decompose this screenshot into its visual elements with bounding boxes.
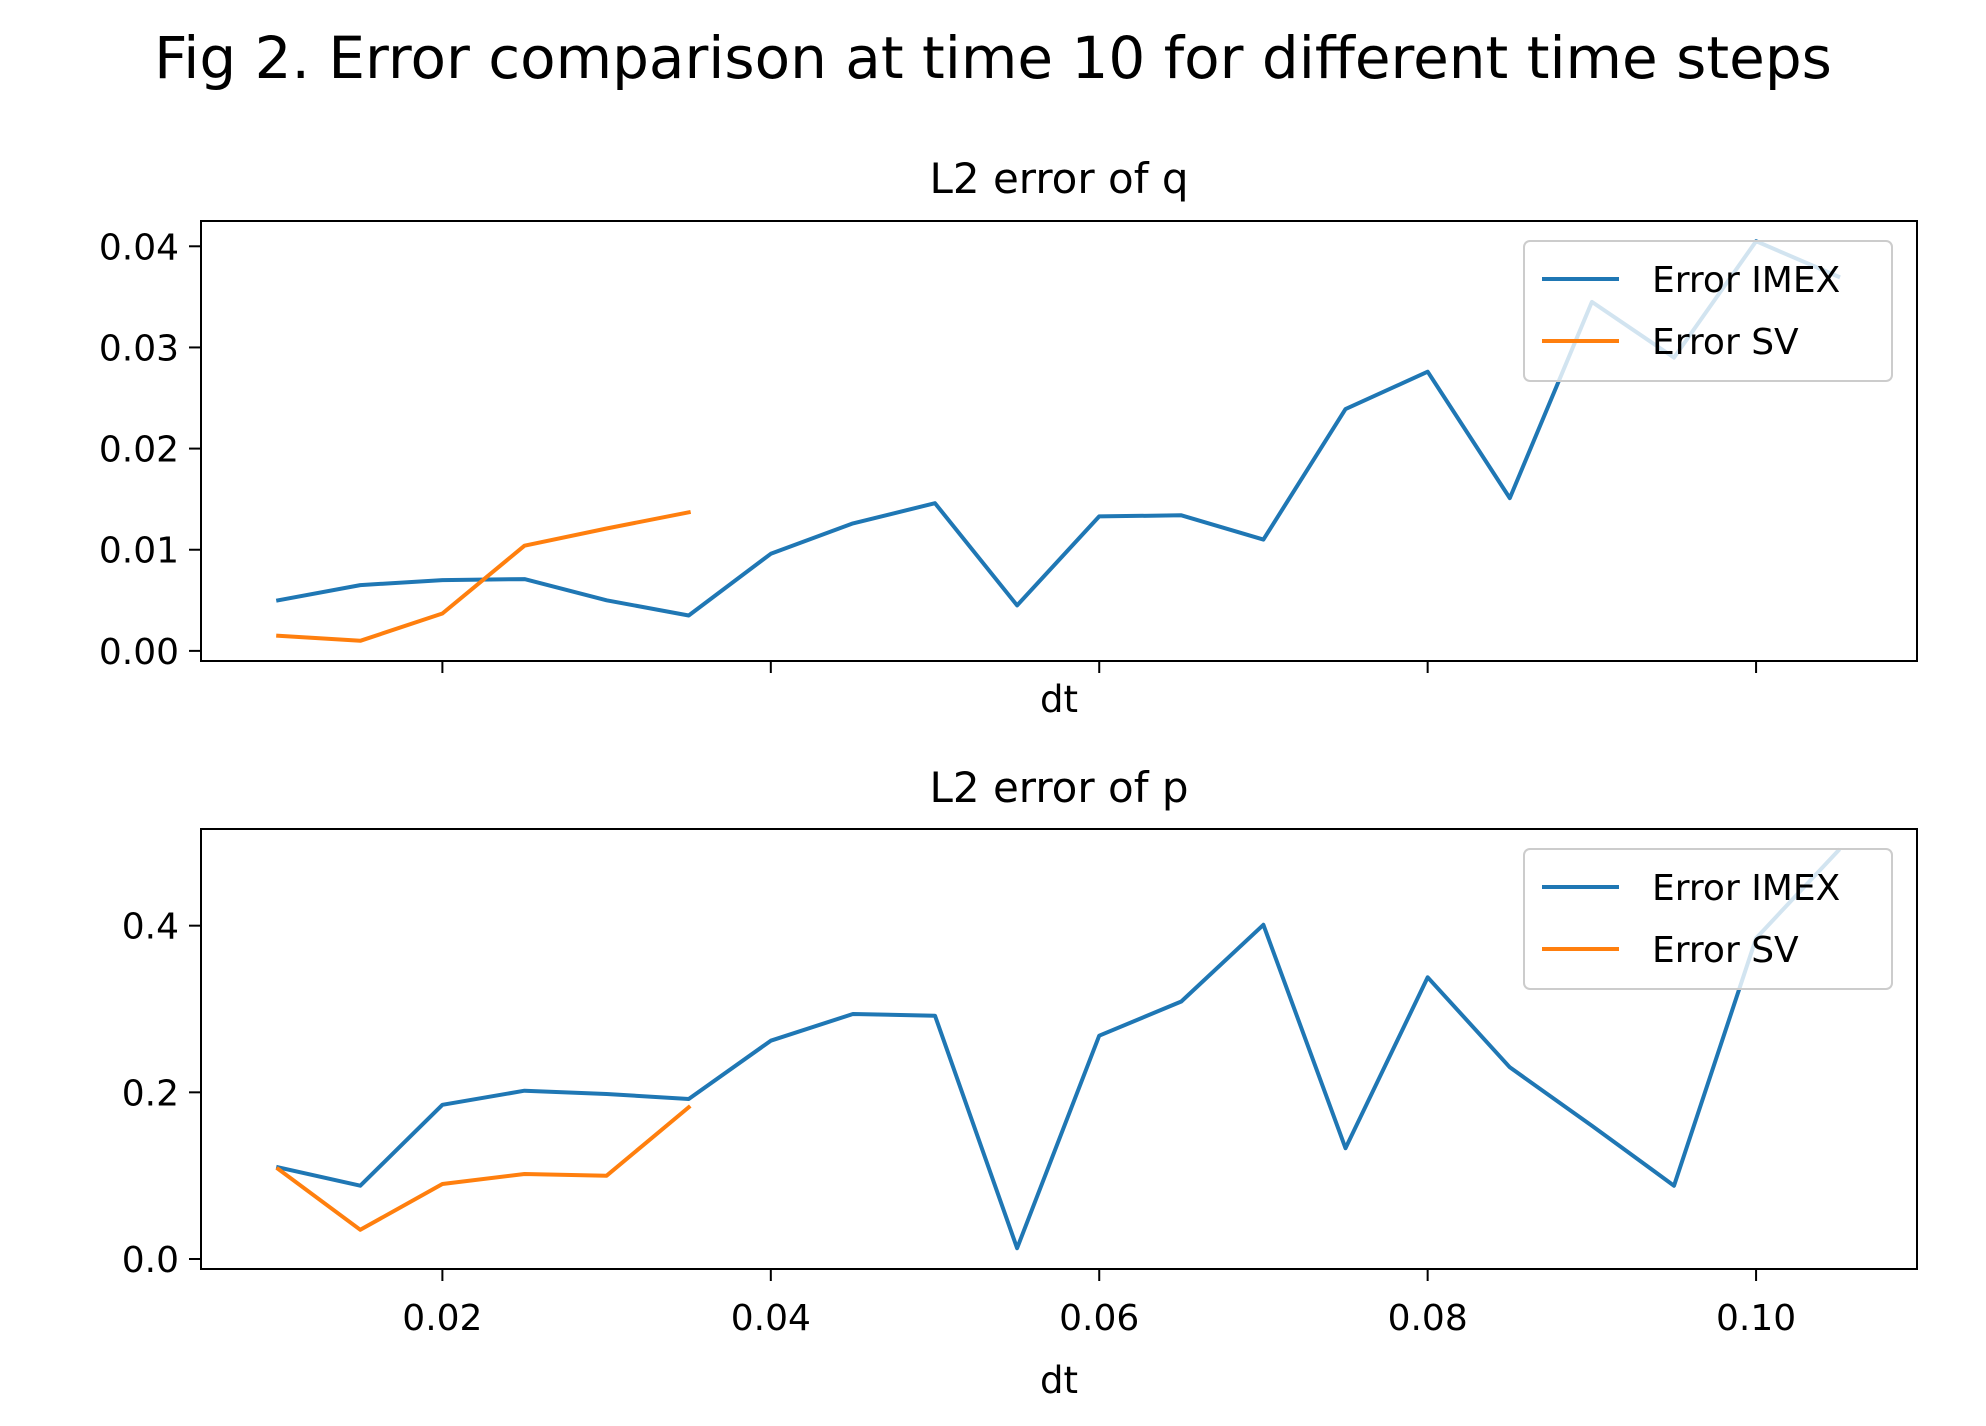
x-tick-label-p: 0.10 — [1716, 1298, 1796, 1339]
series-line-error-sv-p — [275, 1104, 692, 1232]
subplot-q: L2 error of q 0.00 0.01 0.02 0.03 0.04 dt Error… — [99, 154, 1918, 721]
y-tick-label-p: 0.4 — [122, 907, 179, 948]
x-axis-label-q: dt — [1040, 678, 1078, 721]
subplot-title-q: L2 error of q — [930, 154, 1189, 203]
y-tick-label-q: 0.03 — [99, 328, 179, 369]
x-tick-label-p: 0.08 — [1388, 1298, 1468, 1339]
y-tick-label-p: 0.2 — [122, 1073, 179, 1114]
plot-frame-q — [200, 220, 1918, 662]
y-tick-label-q: 0.01 — [99, 531, 179, 572]
legend-label-error-imex-p: Error IMEX — [1652, 868, 1840, 909]
series-line-error-imex-p — [275, 847, 1842, 1251]
x-tick-label-p: 0.06 — [1059, 1298, 1139, 1339]
y-tick-label-q: 0.04 — [99, 227, 179, 268]
legend-label-error-imex-q: Error IMEX — [1652, 260, 1840, 301]
y-tick-label-p: 0.0 — [122, 1240, 179, 1281]
x-tick-label-p: 0.02 — [402, 1298, 482, 1339]
y-tick-label-q: 0.00 — [99, 632, 179, 673]
subplot-title-p: L2 error of p — [930, 763, 1189, 812]
legend-label-error-sv-p: Error SV — [1652, 930, 1799, 971]
legend-label-error-sv-q: Error SV — [1652, 322, 1799, 363]
legend-p: Error IMEX Error SV — [1523, 848, 1893, 990]
series-line-error-sv-q — [276, 509, 692, 643]
x-tick-label-p: 0.04 — [731, 1298, 811, 1339]
legend-box-q — [1523, 240, 1893, 382]
plot-frame-p — [200, 828, 1918, 1270]
subplot-p: L2 error of p 0.02 0.04 0.06 0.08 0.10 0.0 0.2 0… — [122, 763, 1918, 1402]
x-axis-label-p: dt — [1040, 1359, 1078, 1402]
legend-q: Error IMEX Error SV — [1523, 240, 1893, 382]
y-tick-label-q: 0.02 — [99, 430, 179, 471]
legend-box-p — [1523, 848, 1893, 990]
figure-title: Fig 2. Error comparison at time 10 for d… — [154, 24, 1832, 92]
